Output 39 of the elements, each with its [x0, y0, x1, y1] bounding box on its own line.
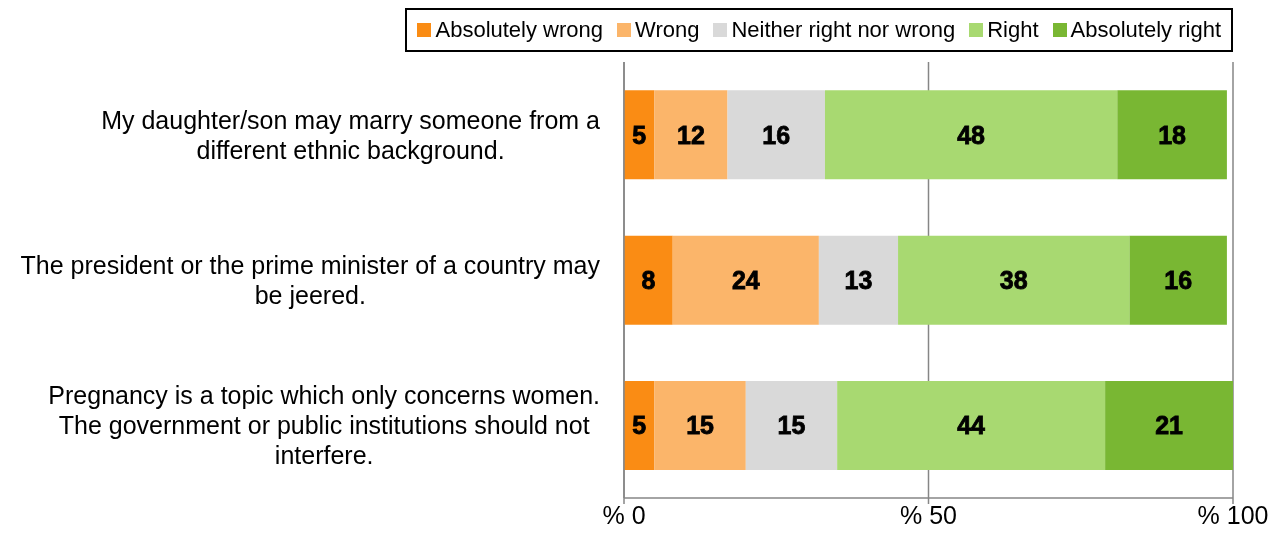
y-tick-label: Pregnancy is a topic which only concerns women. The government or public institutions should not interfere. [48, 381, 601, 470]
bar [727, 90, 825, 180]
data-label: 5 [632, 411, 647, 440]
x-tick-label: % 0 [602, 500, 646, 529]
bar [1105, 381, 1233, 471]
data-label: 12 [677, 120, 705, 149]
legend-label: Absolutely right [1070, 17, 1221, 42]
data-label: 8 [641, 266, 656, 295]
y-tick-label: The president or the prime minister of a country may be jeered. [20, 251, 601, 309]
data-label: 15 [777, 411, 806, 440]
data-label: 16 [1164, 266, 1193, 295]
bar [654, 381, 746, 471]
data-label: 48 [957, 120, 986, 149]
y-tick-label: My daughter/son may marry someone from a different ethnic background. [101, 105, 601, 164]
legend-label: Neither right nor wrong [731, 17, 956, 42]
legend-label: Wrong [635, 17, 700, 42]
data-label: 44 [957, 411, 986, 440]
bar [654, 90, 728, 180]
legend-label: Right [987, 17, 1039, 42]
data-label: 24 [731, 266, 760, 295]
legend-label: Absolutely wrong [435, 17, 604, 42]
bar [818, 235, 899, 325]
bar [824, 90, 1118, 180]
bar [672, 235, 819, 325]
bar [837, 381, 1106, 471]
data-label: 5 [632, 120, 647, 149]
data-label: 38 [999, 266, 1028, 295]
bar [1129, 235, 1227, 325]
data-label: 16 [762, 120, 791, 149]
bar [745, 381, 838, 471]
data-label: 18 [1158, 120, 1187, 149]
x-tick-label: % 50 [900, 500, 957, 529]
x-tick-label: % 100 [1197, 500, 1269, 529]
bar [624, 235, 673, 325]
data-label: 21 [1155, 411, 1184, 440]
data-label: 13 [844, 266, 873, 295]
bar [898, 235, 1130, 325]
data-label: 15 [686, 411, 715, 440]
bar [1117, 90, 1227, 180]
